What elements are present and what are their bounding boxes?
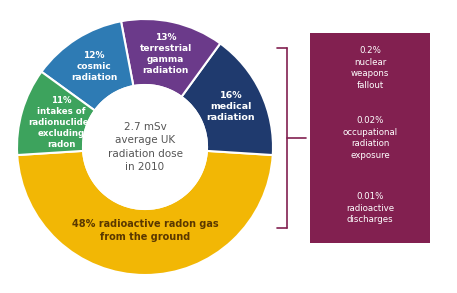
Text: 48% radioactive radon gas
from the ground: 48% radioactive radon gas from the groun… xyxy=(72,219,218,242)
Wedge shape xyxy=(181,43,273,155)
Text: 11%
intakes of
radionuclides
excluding
radon: 11% intakes of radionuclides excluding r… xyxy=(28,96,94,149)
Text: 2.7 mSv
average UK
radiation dose
in 2010: 2.7 mSv average UK radiation dose in 201… xyxy=(107,122,182,172)
Wedge shape xyxy=(17,72,95,155)
Text: 0.02%
occupational
radiation
exposure: 0.02% occupational radiation exposure xyxy=(342,116,398,160)
Text: 13%
terrestrial
gamma
radiation: 13% terrestrial gamma radiation xyxy=(139,33,192,75)
Text: 12%
cosmic
radiation: 12% cosmic radiation xyxy=(71,51,117,82)
Text: 0.01%
radioactive
discharges: 0.01% radioactive discharges xyxy=(346,192,394,224)
Circle shape xyxy=(83,85,207,209)
FancyBboxPatch shape xyxy=(310,33,430,243)
Wedge shape xyxy=(121,19,220,97)
Text: 16%
medical
radiation: 16% medical radiation xyxy=(207,91,255,122)
Text: 0.2%
nuclear
weapons
fallout: 0.2% nuclear weapons fallout xyxy=(351,46,389,90)
Wedge shape xyxy=(42,21,133,110)
Wedge shape xyxy=(17,151,273,275)
